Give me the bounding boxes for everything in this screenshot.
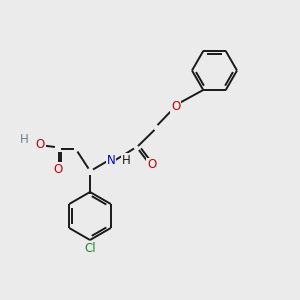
Text: O: O — [171, 100, 180, 113]
Text: H: H — [20, 133, 28, 146]
Text: N: N — [106, 154, 116, 167]
Text: H: H — [122, 154, 130, 167]
Text: O: O — [54, 163, 63, 176]
Text: O: O — [36, 137, 45, 151]
Text: Cl: Cl — [84, 242, 96, 256]
Text: O: O — [147, 158, 156, 172]
